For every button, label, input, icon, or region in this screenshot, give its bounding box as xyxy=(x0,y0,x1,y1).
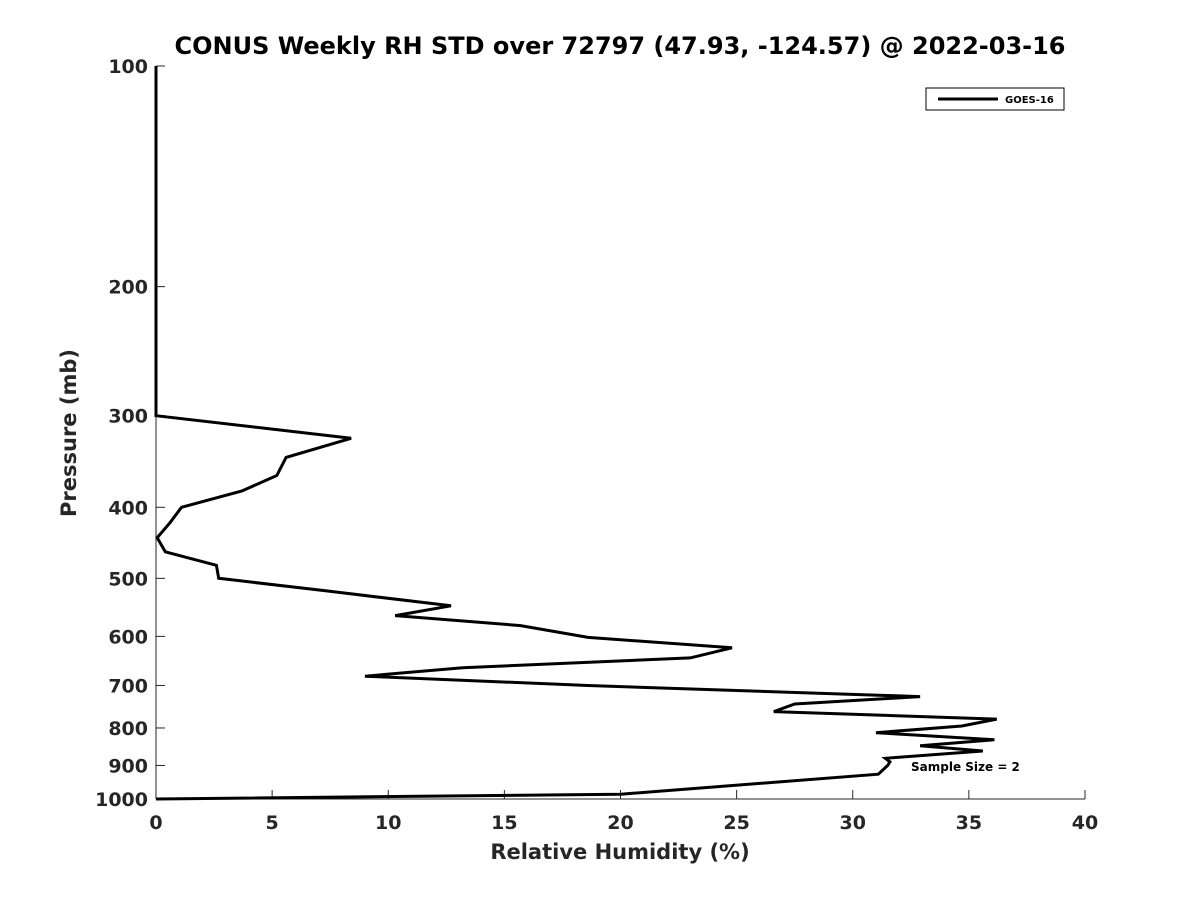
x-tick-label: 20 xyxy=(607,812,633,834)
x-axis-label: Relative Humidity (%) xyxy=(490,840,749,864)
y-tick-label: 800 xyxy=(108,718,148,740)
ticks: 0 5 10 15 20 25 30 35 40 100 200 300 400 500 600 700 800… xyxy=(95,56,1098,834)
y-tick-label: 400 xyxy=(108,497,148,519)
y-tick-label: 600 xyxy=(108,626,148,648)
chart-title: CONUS Weekly RH STD over 72797 (47.93, -… xyxy=(174,32,1065,60)
x-tick-label: 25 xyxy=(723,812,749,834)
y-tick-label: 500 xyxy=(108,568,148,590)
sample-size-annotation: Sample Size = 2 xyxy=(911,760,1020,774)
y-tick-label: 300 xyxy=(108,406,148,428)
x-tick-label: 10 xyxy=(375,812,401,834)
series-line-goes-16 xyxy=(154,66,997,801)
x-tick-label: 5 xyxy=(266,812,279,834)
y-tick-label: 700 xyxy=(108,675,148,697)
x-tick-label: 35 xyxy=(956,812,982,834)
x-tick-label: 30 xyxy=(840,812,866,834)
y-tick-label: 1000 xyxy=(95,789,148,811)
x-tick-label: 15 xyxy=(491,812,517,834)
legend-label-goes-16: GOES-16 xyxy=(1005,95,1054,106)
x-tick-label: 40 xyxy=(1072,812,1098,834)
legend: GOES-16 xyxy=(925,87,1065,111)
series-group xyxy=(154,66,997,801)
y-tick-label: 100 xyxy=(108,56,148,78)
y-tick-label: 200 xyxy=(108,277,148,299)
y-tick-label: 900 xyxy=(108,755,148,777)
y-axis-label: Pressure (mb) xyxy=(57,349,81,517)
x-tick-label: 0 xyxy=(149,812,162,834)
